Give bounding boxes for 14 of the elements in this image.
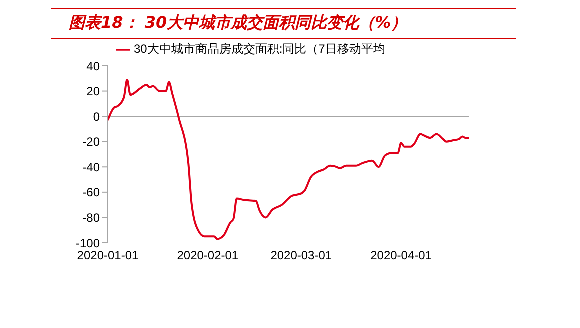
y-tick-label: -100 [76, 236, 100, 250]
x-tick-label: 2020-04-01 [370, 248, 432, 263]
y-tick-label: -40 [82, 160, 100, 174]
y-tick-label: 20 [86, 84, 100, 99]
y-tick-label: 40 [86, 59, 100, 74]
y-tick-label: -60 [82, 186, 100, 200]
chart-title: 图表18： 30大中城市成交面积同比变化（%） [69, 13, 408, 32]
y-tick-label: -80 [82, 210, 100, 225]
x-tick-label: 2020-03-01 [270, 248, 332, 263]
y-tick-label: 0 [93, 110, 100, 124]
y-tick-label: -20 [82, 135, 100, 150]
x-tick-label: 2020-01-01 [77, 248, 140, 263]
legend-label: 30大中城市商品房成交面积:同比（7日移动平均 [134, 42, 386, 56]
x-tick-label: 2020-02-01 [177, 248, 239, 263]
